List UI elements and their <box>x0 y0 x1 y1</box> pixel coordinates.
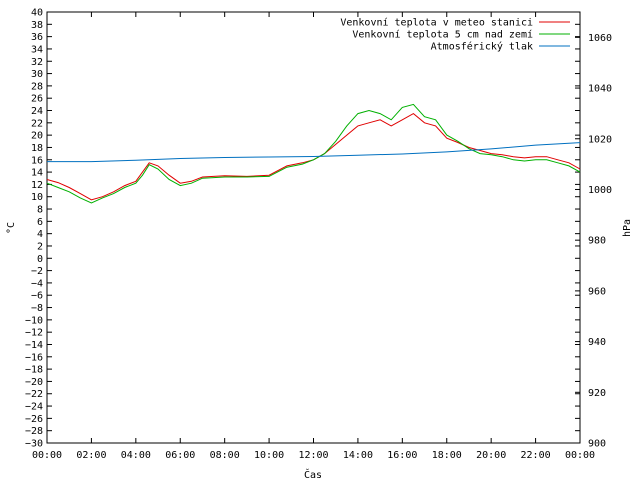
legend-label: Venkovní teplota 5 cm nad zemí <box>352 29 533 41</box>
x-tick-label: 20:00 <box>476 450 506 461</box>
x-tick-label: 02:00 <box>76 450 106 461</box>
y-left-tick-label: −18 <box>25 365 43 376</box>
series-line-2 <box>46 103 581 204</box>
y-left-tick-label: 10 <box>31 192 43 203</box>
series-group <box>46 103 581 204</box>
y-right-tick-label: 940 <box>588 337 606 348</box>
y-left-tick-label: −22 <box>25 389 43 400</box>
y-right-tick-label: 1020 <box>588 134 612 145</box>
y-left-tick-label: 8 <box>37 205 43 216</box>
x-axis: 00:00 02:00 04:00 06:00 08:00 10:00 12:00 14:00… <box>32 12 595 461</box>
y-left-tick-label: −8 <box>31 303 43 314</box>
y-axis-right: 1060 1040 1020 1000 980 960 940 920 900 <box>575 33 612 450</box>
y-left-tick-label: −12 <box>25 328 43 339</box>
y-left-tick-label: 36 <box>31 32 43 43</box>
y-left-tick-label: 14 <box>31 168 43 179</box>
x-tick-label: 08:00 <box>210 450 240 461</box>
x-axis-label: Čas <box>304 468 322 480</box>
plot-frame <box>46 11 581 444</box>
x-tick-label: 06:00 <box>165 450 195 461</box>
y-left-tick-label: 4 <box>37 229 43 240</box>
y-left-tick-label: 32 <box>31 57 43 68</box>
x-tick-label: 22:00 <box>521 450 551 461</box>
legend-label: Atmosférický tlak <box>431 41 533 53</box>
x-tick-label: 14:00 <box>343 450 373 461</box>
y-left-tick-label: 2 <box>37 241 43 252</box>
y-right-tick-label: 900 <box>588 439 606 450</box>
y-left-tick-label: 30 <box>31 69 43 80</box>
x-tick-label: 00:00 <box>32 450 62 461</box>
y-left-tick-label: 16 <box>31 155 43 166</box>
y-left-tick-label: 22 <box>31 118 43 129</box>
x-tick-label: 04:00 <box>121 450 151 461</box>
y-right-tick-label: 1040 <box>588 84 612 95</box>
series-line-1 <box>46 112 581 201</box>
y-right-tick-label: 960 <box>588 286 606 297</box>
x-tick-label: 00:00 <box>565 450 595 461</box>
y-axis-right-label: hPa <box>622 219 633 237</box>
y-left-tick-label: 34 <box>31 44 43 55</box>
y-left-tick-label: 28 <box>31 81 43 92</box>
y-axis-left: 4038363432302826242220181614121086420−2−… <box>25 8 580 450</box>
y-left-tick-label: 38 <box>31 20 43 31</box>
x-tick-label: 12:00 <box>298 450 328 461</box>
y-left-tick-label: −10 <box>25 315 43 326</box>
y-right-tick-label: 920 <box>588 388 606 399</box>
y-left-tick-label: 6 <box>37 217 43 228</box>
y-left-tick-label: 0 <box>37 254 43 265</box>
y-right-tick-label: 980 <box>588 236 606 247</box>
y-left-tick-label: −16 <box>25 352 43 363</box>
y-left-tick-label: −28 <box>25 426 43 437</box>
y-left-tick-label: −24 <box>25 402 43 413</box>
y-left-tick-label: −30 <box>25 439 43 450</box>
y-left-tick-label: 40 <box>31 8 43 19</box>
y-left-tick-label: 20 <box>31 131 43 142</box>
y-left-tick-label: −2 <box>31 266 43 277</box>
x-tick-label: 16:00 <box>387 450 417 461</box>
y-right-tick-label: 1000 <box>588 185 612 196</box>
series-line-3 <box>47 142 581 163</box>
x-tick-label: 10:00 <box>254 450 284 461</box>
y-left-tick-label: −20 <box>25 377 43 388</box>
x-tick-label: 18:00 <box>432 450 462 461</box>
legend-label: Venkovní teplota v meteo stanici <box>340 17 533 29</box>
y-left-tick-label: 26 <box>31 94 43 105</box>
y-left-tick-label: −6 <box>31 291 43 302</box>
y-left-tick-label: −26 <box>25 414 43 425</box>
y-axis-left-label: °C <box>6 222 17 234</box>
y-left-tick-label: 24 <box>31 106 43 117</box>
y-left-tick-label: −4 <box>31 278 43 289</box>
y-right-tick-label: 1060 <box>588 33 612 44</box>
legend: Venkovní teplota v meteo staniciVenkovní… <box>340 17 570 53</box>
y-left-tick-label: 18 <box>31 143 43 154</box>
y-left-tick-label: 12 <box>31 180 43 191</box>
y-left-tick-label: −14 <box>25 340 43 351</box>
